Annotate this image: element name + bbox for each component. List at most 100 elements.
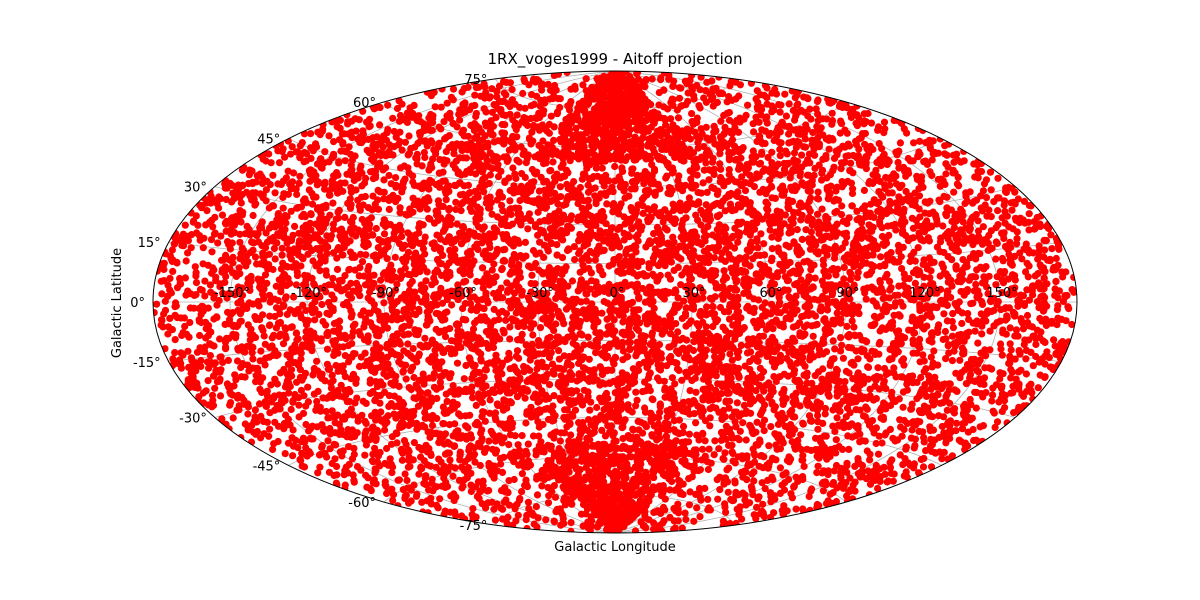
data-point	[408, 277, 416, 285]
data-point	[448, 301, 456, 309]
data-point	[556, 95, 564, 103]
data-point	[464, 181, 472, 189]
data-point	[1031, 272, 1039, 280]
data-point	[689, 451, 697, 459]
data-point	[339, 251, 347, 259]
data-point	[767, 423, 775, 431]
data-point	[829, 489, 837, 497]
data-point	[171, 311, 179, 319]
data-point	[380, 230, 389, 238]
data-point	[1036, 314, 1044, 323]
data-point	[813, 195, 822, 203]
data-point	[199, 244, 207, 252]
data-point	[618, 424, 626, 432]
data-point	[398, 325, 406, 333]
data-point	[704, 495, 712, 503]
data-point	[352, 186, 360, 194]
data-point	[270, 244, 278, 253]
data-point	[808, 485, 816, 493]
data-point	[348, 310, 356, 318]
data-point	[490, 305, 498, 313]
data-point	[877, 253, 885, 261]
data-point	[739, 144, 747, 152]
data-point	[668, 374, 677, 382]
data-point	[1013, 228, 1021, 236]
data-point	[329, 274, 337, 282]
data-point	[798, 211, 806, 219]
data-point	[285, 246, 293, 254]
data-point	[458, 146, 466, 155]
data-point	[471, 319, 479, 327]
data-point	[798, 151, 806, 159]
data-point	[401, 138, 409, 146]
data-point	[696, 513, 704, 521]
data-point	[333, 265, 342, 273]
data-point	[899, 403, 907, 411]
data-point	[512, 174, 520, 183]
data-point	[498, 129, 506, 137]
data-point	[461, 99, 469, 107]
data-point	[226, 245, 234, 253]
data-point	[779, 389, 788, 397]
data-point	[915, 427, 923, 435]
data-point	[393, 104, 402, 113]
data-point	[942, 170, 950, 178]
data-point	[896, 139, 905, 147]
data-point	[313, 402, 321, 410]
data-point	[635, 218, 643, 226]
data-point	[974, 217, 982, 225]
data-point	[831, 345, 839, 353]
data-point	[813, 97, 822, 106]
data-point	[610, 316, 618, 324]
data-point	[428, 421, 437, 430]
data-point	[650, 203, 659, 211]
data-point	[273, 304, 281, 312]
data-point	[949, 324, 958, 332]
data-point	[519, 89, 527, 98]
data-point	[936, 198, 944, 206]
data-point	[494, 213, 502, 221]
data-point	[522, 419, 530, 427]
data-point	[670, 266, 678, 274]
data-point	[1011, 272, 1019, 280]
data-point	[681, 509, 689, 517]
data-point	[700, 143, 708, 151]
data-point	[837, 334, 845, 342]
data-point	[840, 263, 848, 271]
data-point	[854, 355, 862, 363]
data-point	[866, 450, 874, 458]
data-point	[404, 151, 412, 159]
data-point	[466, 411, 474, 419]
data-point	[952, 369, 960, 377]
data-point	[486, 193, 494, 201]
data-point	[782, 112, 791, 120]
data-point	[853, 154, 861, 162]
data-point	[695, 436, 703, 444]
data-point	[1050, 336, 1058, 344]
data-point	[477, 429, 485, 437]
data-point	[744, 101, 752, 109]
data-point	[523, 483, 532, 491]
data-point	[753, 503, 761, 511]
data-point	[1006, 340, 1014, 348]
data-point	[950, 409, 959, 417]
data-point	[880, 399, 888, 407]
data-point	[862, 165, 871, 173]
data-point	[828, 117, 837, 125]
data-point	[509, 164, 517, 172]
data-point	[845, 445, 853, 453]
data-point	[586, 406, 594, 414]
data-point	[703, 78, 711, 86]
data-point	[847, 270, 855, 278]
data-point	[593, 403, 601, 412]
data-point	[832, 147, 840, 155]
data-point	[331, 327, 339, 335]
data-point	[684, 97, 692, 105]
data-point	[244, 410, 252, 418]
data-point	[389, 273, 398, 281]
data-point	[819, 478, 827, 486]
data-point	[546, 381, 554, 389]
data-point	[217, 232, 225, 240]
data-point	[809, 332, 817, 340]
data-point	[758, 421, 766, 429]
